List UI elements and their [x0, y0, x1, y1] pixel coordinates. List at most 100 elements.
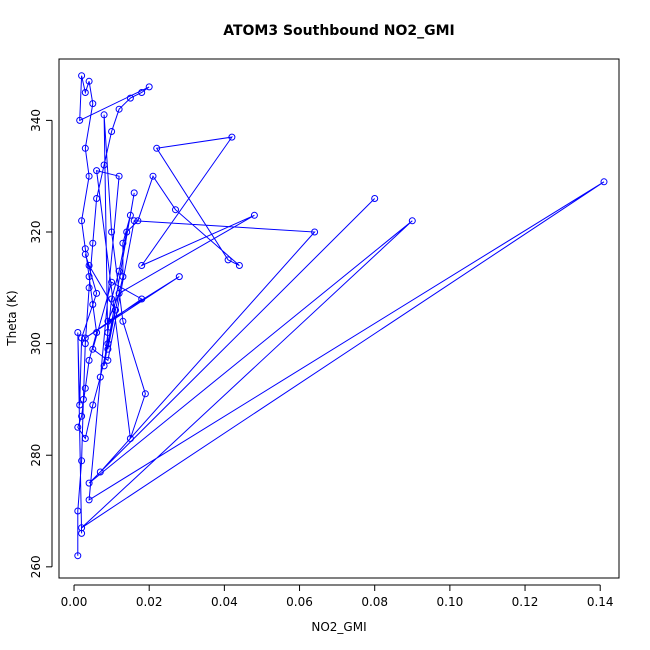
data-point — [100, 111, 108, 119]
data-point — [85, 273, 93, 281]
data-point — [115, 172, 123, 180]
data-point — [85, 172, 93, 180]
x-tick-label: 0.06 — [286, 595, 313, 609]
data-point — [119, 317, 127, 325]
data-point — [126, 211, 134, 219]
data-point — [85, 284, 93, 292]
x-tick-label: 0.12 — [512, 595, 539, 609]
data-point — [85, 479, 93, 487]
data-point — [145, 83, 153, 91]
data-point — [108, 228, 116, 236]
data-point — [228, 133, 236, 141]
data-point — [76, 116, 84, 124]
data-point — [89, 401, 97, 409]
data-point — [138, 262, 146, 269]
data-point — [235, 262, 243, 269]
data-point — [81, 250, 89, 258]
data-point — [89, 301, 97, 308]
x-tick-label: 0.14 — [587, 595, 614, 609]
data-point — [119, 239, 127, 247]
series-lines — [77, 75, 605, 556]
data-point — [104, 345, 112, 353]
data-point — [119, 273, 127, 281]
data-point — [371, 195, 379, 202]
data-point — [138, 295, 146, 303]
data-point — [78, 72, 86, 80]
y-tick-label: 320 — [29, 221, 43, 244]
data-point — [130, 189, 138, 197]
plot-frame — [58, 58, 620, 579]
chart-title: ATOM3 Southbound NO2_GMI — [223, 23, 455, 39]
data-point — [74, 329, 82, 336]
data-point — [74, 423, 82, 431]
data-point — [85, 496, 93, 504]
data-point — [93, 329, 101, 336]
series-line — [77, 75, 605, 556]
x-tick-label: 0.02 — [136, 595, 163, 609]
data-point — [126, 94, 134, 102]
data-point — [78, 217, 86, 225]
data-point — [81, 334, 89, 342]
y-tick-label: 280 — [29, 444, 43, 467]
data-point — [81, 435, 89, 442]
x-tick-label: 0.08 — [361, 595, 388, 609]
data-point — [408, 217, 416, 225]
data-point — [100, 161, 108, 169]
data-point — [85, 356, 93, 364]
data-point — [115, 105, 123, 113]
data-point — [111, 306, 119, 314]
data-point — [79, 395, 87, 403]
series-points — [74, 72, 608, 560]
x-tick-label: 0.04 — [211, 595, 238, 609]
data-point — [108, 295, 116, 303]
data-point — [85, 77, 93, 85]
data-point — [104, 356, 112, 364]
data-point — [78, 334, 86, 342]
y-tick-label: 340 — [29, 109, 43, 132]
data-point — [224, 256, 232, 264]
data-point — [104, 329, 112, 336]
data-point — [81, 89, 89, 96]
data-point — [100, 362, 108, 370]
data-point — [89, 100, 97, 108]
data-point — [96, 373, 104, 381]
data-point — [78, 412, 86, 420]
data-point — [93, 289, 101, 297]
data-point — [76, 401, 84, 409]
data-point — [115, 289, 123, 297]
x-axis-label: NO2_GMI — [311, 620, 366, 634]
y-tick-label: 300 — [29, 332, 43, 355]
data-point — [89, 239, 97, 247]
data-point — [78, 529, 86, 537]
data-point — [311, 228, 319, 236]
data-point — [175, 273, 183, 281]
data-point — [250, 211, 258, 219]
data-point — [74, 552, 82, 560]
data-point — [123, 228, 131, 236]
data-point — [130, 217, 138, 225]
data-point — [172, 206, 179, 214]
data-point — [93, 195, 101, 202]
data-point — [89, 345, 97, 353]
data-point — [81, 144, 89, 152]
y-axis: 260 280 300 320 340 — [29, 109, 53, 578]
x-tick-label: 0.00 — [61, 595, 88, 609]
data-point — [115, 267, 123, 275]
data-point — [126, 435, 134, 442]
x-tick-label: 0.10 — [437, 595, 464, 609]
data-point — [600, 178, 608, 186]
data-point — [153, 144, 161, 152]
y-axis-label: Theta (K) — [5, 290, 19, 346]
y-tick-label: 260 — [29, 555, 43, 578]
x-axis: 0.00 0.02 0.04 0.06 0.08 0.10 0.12 0.14 — [61, 584, 614, 609]
data-point — [93, 167, 101, 175]
data-point — [81, 384, 89, 392]
data-point — [85, 262, 93, 269]
data-point — [108, 128, 116, 135]
data-point — [134, 217, 142, 225]
data-point — [74, 507, 82, 515]
data-point — [141, 390, 149, 398]
data-point — [108, 278, 116, 286]
